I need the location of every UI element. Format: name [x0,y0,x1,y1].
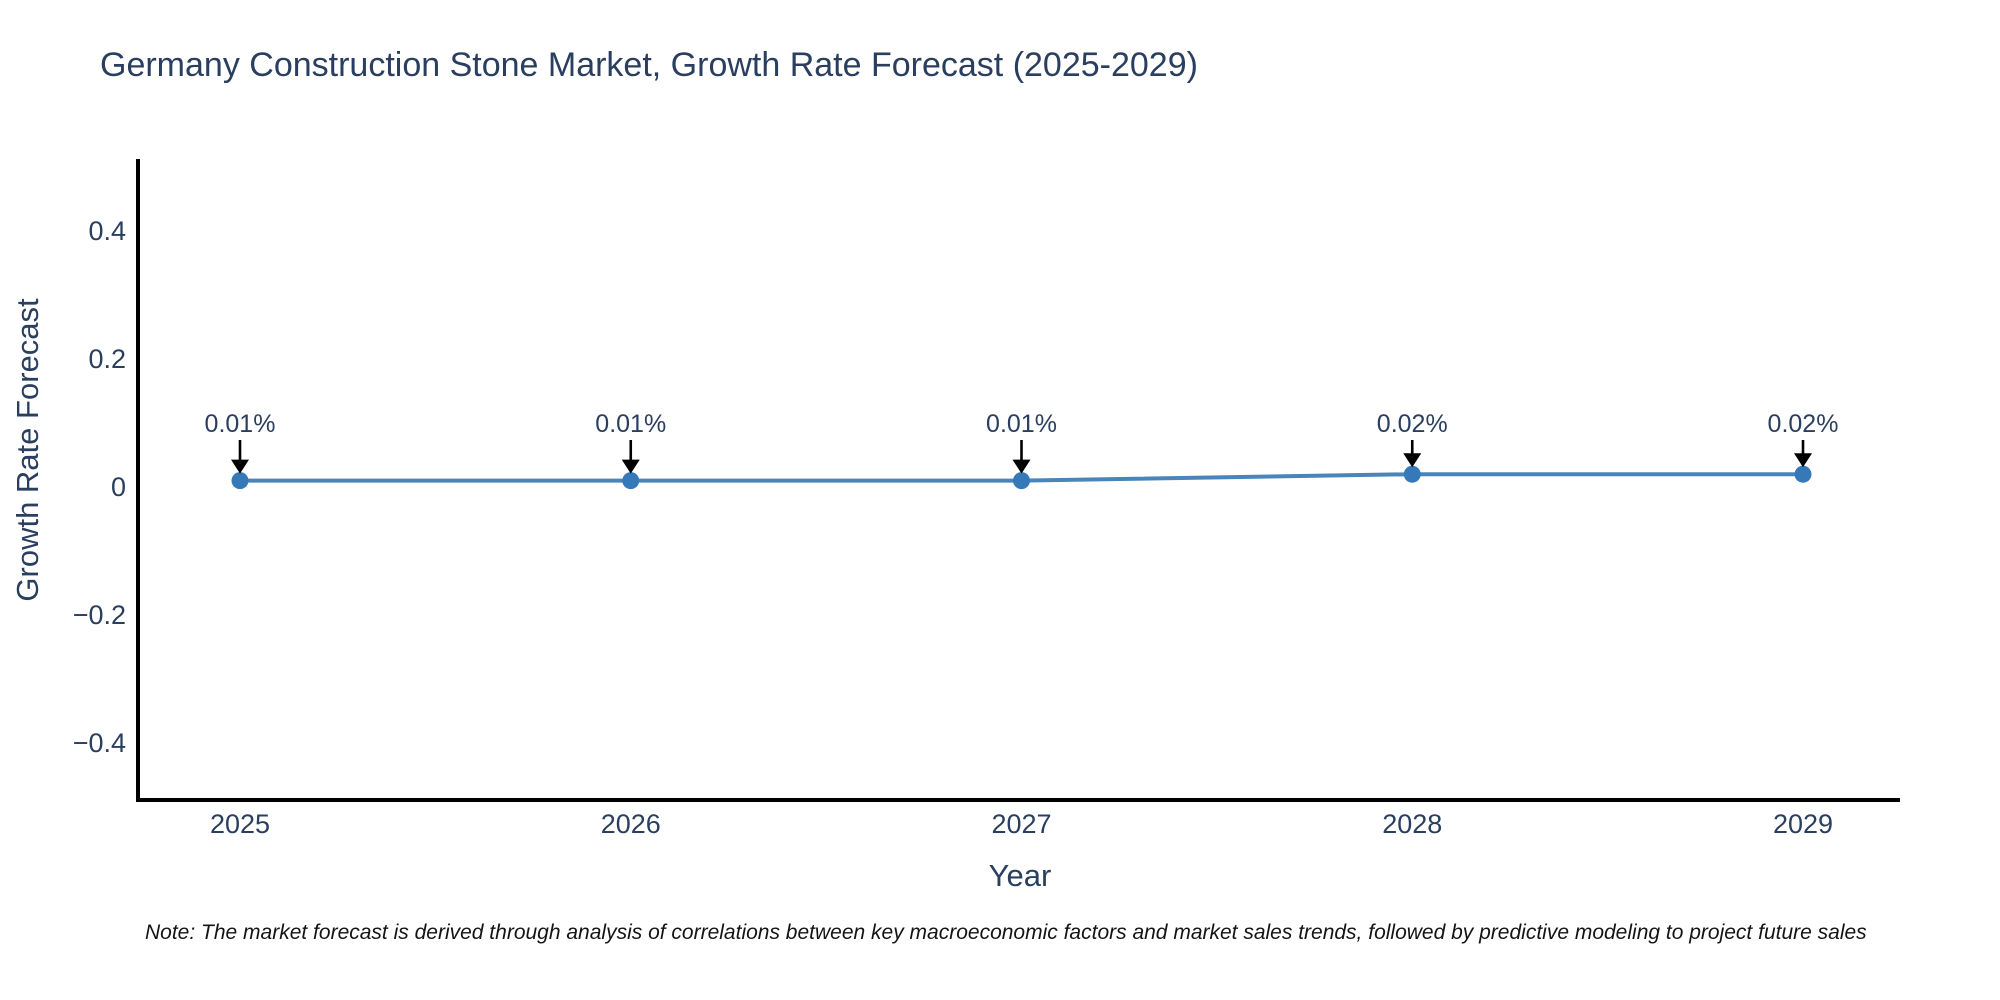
data-point-marker [1794,465,1812,483]
data-point-label: 0.02% [1768,410,1839,438]
annotation-arrow-head [621,459,640,474]
y-tick-label: 0.4 [88,216,126,246]
data-point-label: 0.01% [986,410,1057,438]
data-point-label: 0.01% [595,410,666,438]
annotation-arrow-head [1794,453,1812,468]
footnote: Note: The market forecast is derived thr… [145,921,1867,944]
x-axis-title: Year [988,858,1052,893]
y-tick-label: −0.4 [73,728,126,758]
annotation-arrow-head [231,459,249,474]
x-tick-label: 2025 [210,809,270,839]
x-tick-label: 2027 [991,809,1051,839]
chart-title: Germany Construction Stone Market, Growt… [100,46,1198,84]
y-tick-label: −0.2 [73,600,126,630]
x-tick-label: 2026 [601,809,661,839]
y-tick-label: 0 [111,472,126,502]
data-point-marker [1013,472,1030,490]
annotation-arrow-head [1012,459,1031,474]
x-tick-label: 2029 [1773,809,1833,839]
x-tick-label: 2028 [1382,809,1442,839]
data-point-marker [1403,465,1421,483]
annotation-arrow-head [1403,453,1422,468]
data-point-marker [622,472,640,490]
y-tick-label: 0.2 [88,344,126,374]
data-point-marker [231,472,249,490]
data-point-label: 0.02% [1377,410,1448,438]
data-point-label: 0.01% [205,410,276,438]
